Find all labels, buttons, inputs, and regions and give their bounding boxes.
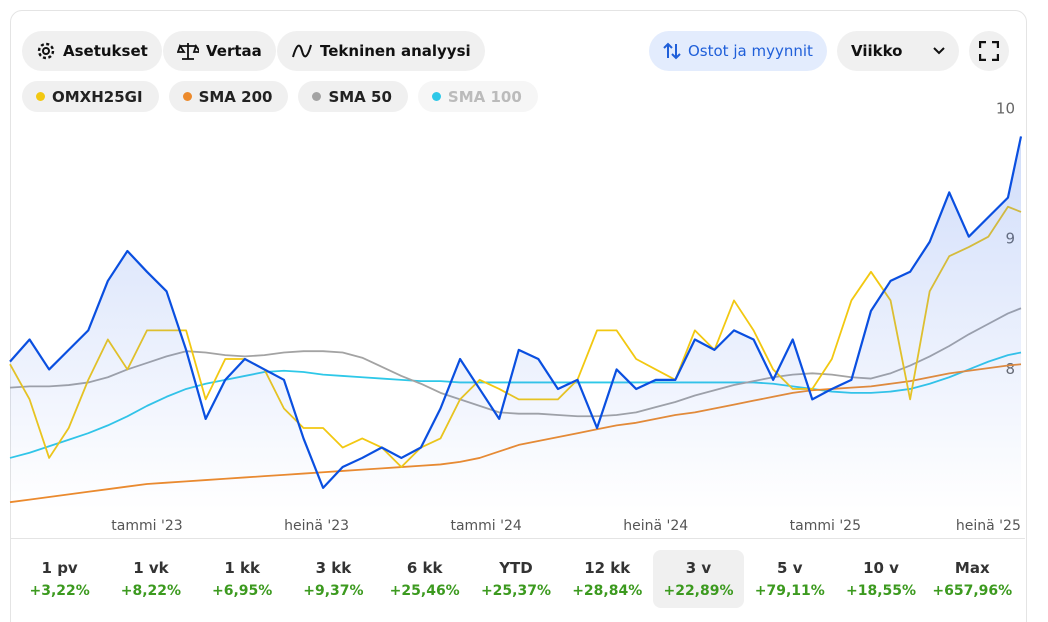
legend-item: OMXH25GI <box>22 81 159 112</box>
period-change: +8,22% <box>120 583 182 599</box>
period-label: YTD <box>499 559 533 577</box>
period-label: 1 pv <box>41 559 78 577</box>
compare-button[interactable]: Vertaa <box>163 31 276 71</box>
label: Vertaa <box>206 42 262 60</box>
period-label: 1 vk <box>133 559 169 577</box>
gear-icon <box>37 42 55 60</box>
period-label: 6 kk <box>406 559 443 577</box>
period-label: 3 v <box>685 559 712 577</box>
period-change: +25,37% <box>480 583 551 599</box>
period-label: 10 v <box>863 559 899 577</box>
trend-icon <box>292 44 312 58</box>
x-tick-label: heinä '25 <box>956 518 1021 534</box>
period-change: +28,84% <box>572 583 643 599</box>
legend-dot <box>182 92 192 101</box>
period-label: 5 v <box>777 559 803 577</box>
period-change: +6,95% <box>212 583 273 599</box>
period-label: 12 kk <box>584 559 631 577</box>
period-label: 1 kk <box>224 559 260 577</box>
period-change: +22,89% <box>663 583 734 599</box>
period-label: 3 kk <box>315 559 352 577</box>
period-change: +9,37% <box>303 583 364 599</box>
x-tick-label: tammi '24 <box>450 518 521 534</box>
label: Viikko <box>851 42 903 60</box>
x-tick-label: heinä '24 <box>623 518 688 534</box>
legend-label: SMA 200 <box>198 87 273 106</box>
period-change: +3,22% <box>29 583 90 599</box>
arrows-icon <box>663 42 681 60</box>
trades-button[interactable]: Ostot ja myynnit <box>649 31 827 71</box>
period-change: +79,11% <box>754 583 825 599</box>
period-change: +25,46% <box>389 583 460 599</box>
period-change: +657,96% <box>932 583 1013 599</box>
label: Tekninen analyysi <box>320 42 471 60</box>
period-button[interactable]: 1 vk +8,22% <box>105 550 196 608</box>
scale-icon <box>177 43 199 60</box>
legend-label: SMA 50 <box>328 87 392 106</box>
label: Asetukset <box>63 42 148 60</box>
legend-dot <box>431 92 441 101</box>
period-change: +18,55% <box>846 583 917 599</box>
period-button[interactable]: 3 kk +9,37% <box>288 550 379 608</box>
series-line <box>9 136 1023 489</box>
legend-item: SMA 100 <box>417 81 538 112</box>
legend: OMXH25GI SMA 200 SMA 50 SMA 100 <box>22 81 538 112</box>
legend-label: SMA 100 <box>447 87 522 106</box>
period-button[interactable]: 1 pv +3,22% <box>14 550 105 608</box>
period-button[interactable]: Max +657,96% <box>927 550 1018 608</box>
period-button[interactable]: YTD +25,37% <box>470 550 561 608</box>
legend-dot <box>312 92 322 101</box>
legend-item: SMA 50 <box>298 81 408 112</box>
fullscreen-button[interactable] <box>969 31 1009 71</box>
x-tick-label: heinä '23 <box>284 518 349 534</box>
period-button[interactable]: 12 kk +28,84% <box>562 550 653 608</box>
period-button[interactable]: 6 kk +25,46% <box>379 550 470 608</box>
chevron-icon <box>933 47 945 55</box>
period-button[interactable]: 5 v +79,11% <box>744 550 835 608</box>
legend-item: SMA 200 <box>168 81 289 112</box>
x-tick-label: tammi '23 <box>111 518 182 534</box>
settings-button[interactable]: Asetukset <box>22 31 162 71</box>
period-selector: 1 pv +3,22% 1 vk +8,22% 1 kk +6,95% 3 kk +9,37%… <box>14 550 1018 608</box>
area <box>10 136 1021 510</box>
x-tick-label: tammi '25 <box>790 518 861 534</box>
period-label: Max <box>954 559 990 577</box>
technical-button[interactable]: Tekninen analyysi <box>277 31 485 71</box>
period-button[interactable]: 1 kk +6,95% <box>197 550 288 608</box>
period-button[interactable]: 10 v +18,55% <box>835 550 926 608</box>
divider <box>10 538 1025 539</box>
y-tick-label: 10 <box>996 100 1015 118</box>
legend-label: OMXH25GI <box>52 87 143 106</box>
label: Ostot ja myynnit <box>688 42 813 60</box>
legend-dot <box>36 92 45 101</box>
interval-select[interactable]: Viikko <box>837 31 959 71</box>
period-button[interactable]: 3 v +22,89% <box>652 550 745 608</box>
fullscreen-icon <box>979 41 999 61</box>
card <box>10 10 1027 622</box>
